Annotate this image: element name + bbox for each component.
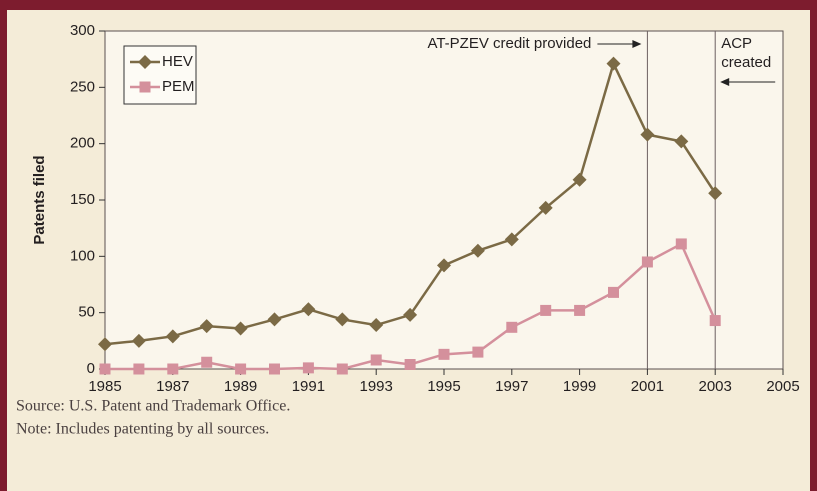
data-point bbox=[504, 232, 519, 247]
data-point bbox=[538, 200, 553, 215]
data-point bbox=[267, 312, 282, 327]
data-point bbox=[709, 315, 721, 327]
data-point bbox=[302, 362, 314, 374]
y-tick-label: 300 bbox=[70, 22, 95, 39]
y-tick-label: 100 bbox=[70, 247, 95, 264]
x-tick-label: 1989 bbox=[224, 378, 257, 395]
data-point bbox=[470, 243, 485, 258]
data-point bbox=[131, 333, 146, 348]
y-tick-label: 250 bbox=[70, 78, 95, 95]
legend-label: HEV bbox=[162, 53, 193, 70]
x-tick-label: 1987 bbox=[156, 378, 189, 395]
y-tick-label: 50 bbox=[78, 304, 95, 321]
data-point bbox=[572, 172, 587, 187]
data-point bbox=[472, 346, 484, 358]
legend-label: PEM bbox=[162, 78, 195, 95]
data-point bbox=[336, 363, 348, 375]
data-point bbox=[708, 186, 723, 201]
plot-area bbox=[104, 30, 784, 370]
x-tick-label: 1999 bbox=[563, 378, 596, 395]
x-tick-label: 1993 bbox=[360, 378, 393, 395]
y-tick-label: 0 bbox=[87, 360, 95, 377]
x-tick-label: 1997 bbox=[495, 378, 528, 395]
arrow-head bbox=[720, 78, 730, 86]
data-point bbox=[165, 329, 180, 344]
data-point bbox=[574, 304, 586, 316]
data-point bbox=[675, 238, 687, 250]
footnote: Source: U.S. Patent and Trademark Office… bbox=[16, 398, 290, 415]
data-point bbox=[540, 304, 552, 316]
footnote: Note: Includes patenting by all sources. bbox=[16, 421, 269, 438]
data-point bbox=[640, 127, 655, 142]
data-point bbox=[99, 363, 111, 375]
data-point bbox=[438, 348, 450, 360]
data-point bbox=[269, 363, 280, 375]
arrow-head bbox=[632, 40, 642, 48]
legend-marker bbox=[139, 81, 151, 93]
y-tick-label: 200 bbox=[70, 135, 95, 152]
data-point bbox=[506, 321, 518, 333]
annotation-text: AT-PZEV credit provided bbox=[427, 35, 591, 52]
data-point bbox=[235, 363, 247, 375]
y-tick-label: 150 bbox=[70, 191, 95, 208]
data-point bbox=[301, 302, 316, 317]
legend-box bbox=[123, 45, 197, 105]
legend-marker bbox=[138, 55, 152, 69]
annotation-text: ACP bbox=[721, 35, 752, 52]
x-tick-label: 1985 bbox=[88, 378, 121, 395]
x-tick-label: 2005 bbox=[766, 378, 799, 395]
x-tick-label: 2001 bbox=[631, 378, 664, 395]
data-point bbox=[201, 356, 213, 368]
data-point bbox=[233, 321, 248, 336]
x-tick-label: 1991 bbox=[292, 378, 325, 395]
data-point bbox=[606, 56, 621, 71]
data-point bbox=[369, 318, 384, 333]
annotation-text: created bbox=[721, 54, 771, 71]
data-point bbox=[199, 319, 214, 334]
data-point bbox=[674, 134, 689, 149]
y-axis-label: Patents filed bbox=[31, 155, 48, 244]
data-point bbox=[335, 312, 350, 327]
data-point bbox=[608, 286, 619, 298]
data-point bbox=[167, 363, 179, 375]
data-point bbox=[133, 363, 145, 375]
data-point bbox=[437, 258, 451, 273]
data-point bbox=[404, 358, 416, 370]
x-tick-label: 1995 bbox=[427, 378, 460, 395]
data-point bbox=[370, 354, 382, 366]
data-point bbox=[403, 307, 418, 322]
x-tick-label: 2003 bbox=[699, 378, 732, 395]
data-point bbox=[641, 256, 653, 268]
data-point bbox=[98, 337, 112, 352]
